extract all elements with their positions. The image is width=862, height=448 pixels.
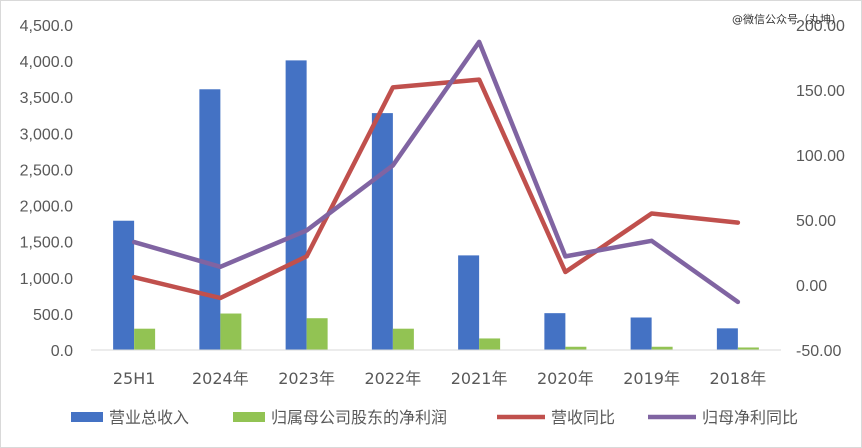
bar-net-profit bbox=[479, 338, 501, 350]
left-axis-tick-label: 500.0 bbox=[33, 307, 73, 324]
legend-swatch bbox=[71, 412, 103, 422]
left-axis-tick-label: 3,500.0 bbox=[20, 90, 73, 107]
bar-net-profit bbox=[565, 346, 587, 350]
left-axis: 0.0 500.0 1,000.0 1,500.0 2,000.0 2,500.0 3,00… bbox=[20, 18, 73, 360]
x-axis-tick-label: 2020年 bbox=[537, 369, 594, 388]
legend-label: 营收同比 bbox=[551, 408, 615, 427]
bar-net-profit bbox=[306, 318, 328, 350]
right-axis-tick-label: 0.00 bbox=[796, 278, 827, 295]
right-axis-tick-label: 50.00 bbox=[796, 213, 836, 230]
left-axis-tick-label: 0.0 bbox=[51, 343, 73, 360]
bar-net-profit bbox=[737, 347, 759, 350]
left-axis-tick-label: 1,000.0 bbox=[20, 271, 73, 288]
right-axis-tick-label: 150.00 bbox=[796, 83, 845, 100]
bar-revenue bbox=[544, 313, 566, 350]
bar-revenue bbox=[285, 60, 307, 351]
right-axis-tick-label: 200.00 bbox=[796, 18, 845, 35]
legend-swatch bbox=[233, 412, 265, 422]
left-axis-tick-label: 4,000.0 bbox=[20, 54, 73, 71]
left-axis-tick-label: 2,000.0 bbox=[20, 199, 73, 216]
left-axis-tick-label: 2,500.0 bbox=[20, 162, 73, 179]
bar-net-profit bbox=[134, 328, 156, 350]
line-revenue-yoy bbox=[131, 77, 741, 301]
legend-label: 营业总收入 bbox=[109, 408, 189, 427]
x-axis-tick-label: 25H1 bbox=[113, 369, 156, 388]
watermark: @微信公众号（丸坤） bbox=[732, 12, 842, 26]
bar-revenue bbox=[199, 89, 221, 351]
left-axis-tick-label: 4,500.0 bbox=[20, 18, 73, 35]
left-axis-tick-label: 1,500.0 bbox=[20, 235, 73, 252]
legend: 营业总收入 归属母公司股东的净利润 营收同比 归母净利同比 bbox=[71, 408, 798, 427]
bar-revenue bbox=[371, 113, 393, 350]
bar-net-profit bbox=[392, 328, 414, 350]
legend-label: 归属母公司股东的净利润 bbox=[271, 408, 447, 427]
x-axis-tick-label: 2023年 bbox=[278, 369, 335, 388]
right-axis-tick-label: 100.00 bbox=[796, 148, 845, 165]
bar-series bbox=[113, 60, 759, 351]
right-axis: -50.00 0.00 50.00 100.00 150.00 200.00 bbox=[796, 18, 845, 360]
line-series bbox=[131, 39, 741, 305]
bar-net-profit bbox=[651, 346, 673, 350]
right-axis-tick-label: -50.00 bbox=[796, 343, 841, 360]
x-axis-tick-label: 2022年 bbox=[365, 369, 422, 388]
x-axis-tick-label: 2021年 bbox=[451, 369, 508, 388]
legend-label: 归母净利同比 bbox=[702, 408, 798, 427]
left-axis-tick-label: 3,000.0 bbox=[20, 126, 73, 143]
bar-revenue bbox=[630, 317, 652, 350]
x-axis: 25H1 2024年 2023年 2022年 2021年 2020年 2019年 2018年 bbox=[91, 349, 781, 388]
x-axis-tick-label: 2019年 bbox=[623, 369, 680, 388]
x-axis-tick-label: 2024年 bbox=[192, 369, 249, 388]
bar-revenue bbox=[458, 255, 480, 350]
x-axis-tick-label: 2018年 bbox=[710, 369, 767, 388]
line-net-profit-yoy bbox=[131, 39, 741, 305]
bar-revenue bbox=[113, 220, 135, 350]
bar-revenue bbox=[716, 328, 738, 350]
bar-net-profit bbox=[220, 313, 242, 350]
